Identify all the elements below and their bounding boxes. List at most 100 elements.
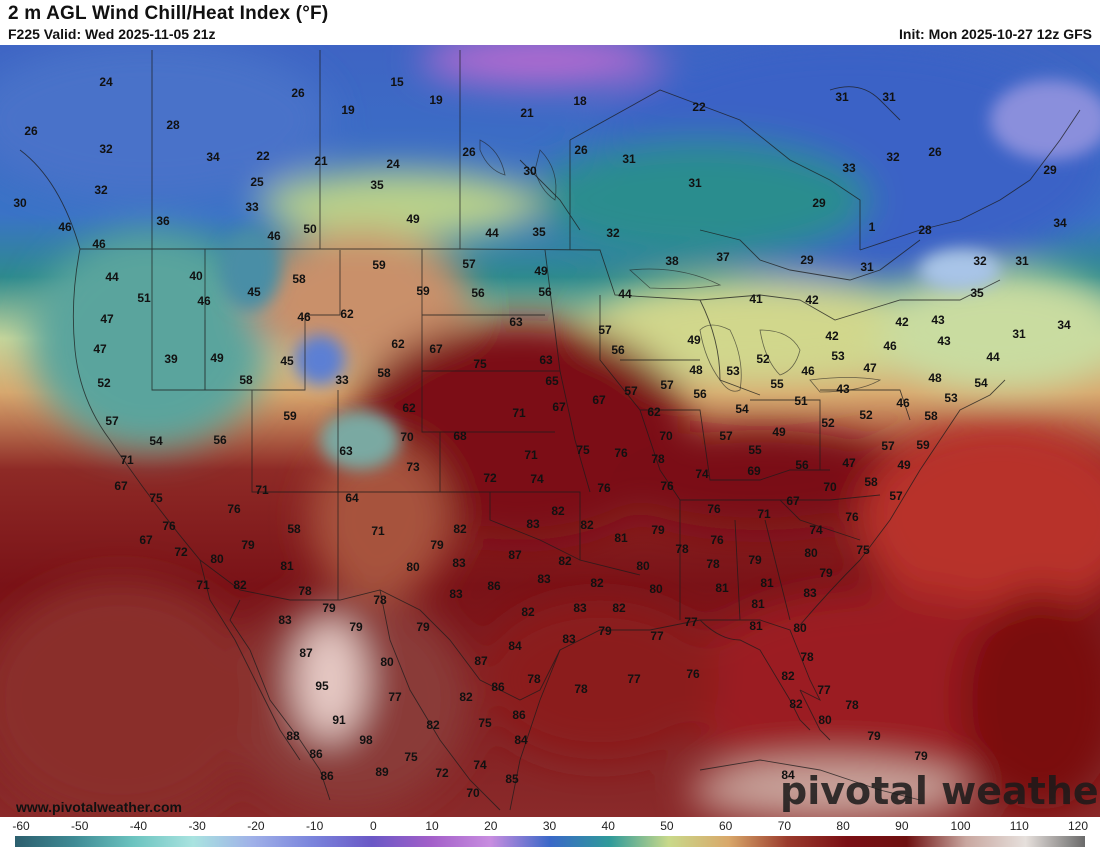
value-label: 77 <box>388 690 402 704</box>
value-label: 74 <box>473 758 487 772</box>
value-label: 82 <box>426 718 440 732</box>
value-label: 37 <box>716 250 730 264</box>
colorbar-tick-label: -40 <box>129 819 148 833</box>
value-label: 31 <box>882 90 896 104</box>
value-label: 33 <box>335 373 349 387</box>
value-label: 56 <box>471 286 485 300</box>
value-label: 35 <box>970 286 984 300</box>
value-label: 32 <box>99 142 113 156</box>
value-label: 59 <box>372 258 386 272</box>
value-label: 18 <box>573 94 587 108</box>
value-label: 57 <box>881 439 895 453</box>
value-label: 49 <box>210 351 224 365</box>
colorbar-tick-label: 100 <box>950 819 971 833</box>
value-label: 72 <box>483 471 497 485</box>
value-label: 35 <box>532 225 546 239</box>
value-label: 76 <box>162 519 176 533</box>
value-label: 53 <box>726 364 740 378</box>
value-label: 26 <box>574 143 588 157</box>
colorbar-tick-label: 120 <box>1067 819 1089 833</box>
value-label: 79 <box>241 538 255 552</box>
value-label: 98 <box>359 733 373 747</box>
value-label: 82 <box>580 518 594 532</box>
value-label: 86 <box>320 769 334 783</box>
value-label: 67 <box>592 393 606 407</box>
value-label: 70 <box>659 429 673 443</box>
value-label: 83 <box>278 613 292 627</box>
forecast-map[interactable]: pivotal weather www.pivotalweather.com 2… <box>0 45 1100 817</box>
value-label: 88 <box>286 729 300 743</box>
site-url[interactable]: www.pivotalweather.com <box>15 799 182 815</box>
value-label: 59 <box>416 284 430 298</box>
value-label: 46 <box>297 310 311 324</box>
value-label: 56 <box>213 433 227 447</box>
value-label: 58 <box>864 475 878 489</box>
value-label: 46 <box>267 229 281 243</box>
value-label: 48 <box>928 371 942 385</box>
header: 2 m AGL Wind Chill/Heat Index (°F) F225 … <box>0 0 1100 45</box>
value-label: 71 <box>371 524 385 538</box>
value-label: 47 <box>863 361 877 375</box>
value-label: 76 <box>845 510 859 524</box>
value-label: 22 <box>256 149 270 163</box>
value-label: 46 <box>92 237 106 251</box>
value-label: 76 <box>660 479 674 493</box>
value-label: 82 <box>612 601 626 615</box>
colorbar-tick-label: 60 <box>718 819 733 833</box>
value-label: 80 <box>793 621 807 635</box>
value-label: 58 <box>924 409 938 423</box>
value-label: 76 <box>686 667 700 681</box>
value-label: 87 <box>299 646 313 660</box>
value-label: 49 <box>534 264 548 278</box>
value-label: 86 <box>309 747 323 761</box>
value-label: 31 <box>835 90 849 104</box>
value-label: 58 <box>287 522 301 536</box>
value-label: 43 <box>931 313 945 327</box>
value-label: 75 <box>576 443 590 457</box>
value-label: 53 <box>831 349 845 363</box>
value-label: 63 <box>539 353 553 367</box>
value-label: 31 <box>860 260 874 274</box>
value-label: 51 <box>794 394 808 408</box>
colorbar-tick-label: 20 <box>484 819 498 833</box>
map-title: 2 m AGL Wind Chill/Heat Index (°F) <box>8 3 329 24</box>
value-label: 80 <box>636 559 650 573</box>
value-label: 42 <box>895 315 909 329</box>
value-label: 29 <box>812 196 826 210</box>
value-label: 54 <box>735 402 749 416</box>
value-label: 54 <box>149 434 163 448</box>
value-label: 33 <box>245 200 259 214</box>
value-label: 21 <box>520 106 534 120</box>
value-label: 78 <box>527 672 541 686</box>
value-label: 67 <box>114 479 128 493</box>
value-label: 48 <box>689 363 703 377</box>
value-label: 32 <box>606 226 620 240</box>
value-label: 46 <box>883 339 897 353</box>
value-label: 44 <box>485 226 499 240</box>
value-label: 87 <box>508 548 522 562</box>
value-label: 49 <box>687 333 701 347</box>
value-label: 81 <box>751 597 765 611</box>
colorbar-tick-label: 50 <box>660 819 674 833</box>
value-label: 57 <box>598 323 612 337</box>
value-label: 75 <box>149 491 163 505</box>
colorbar-tick-label: 10 <box>425 819 439 833</box>
value-label: 76 <box>710 533 724 547</box>
value-label: 57 <box>462 257 476 271</box>
valid-time: F225 Valid: Wed 2025-11-05 21z <box>8 26 216 42</box>
value-label: 45 <box>247 285 261 299</box>
value-label: 56 <box>538 285 552 299</box>
value-label: 54 <box>974 376 988 390</box>
value-label: 41 <box>749 292 763 306</box>
value-label: 75 <box>478 716 492 730</box>
value-label: 52 <box>756 352 770 366</box>
value-label: 30 <box>13 196 27 210</box>
value-label: 87 <box>474 654 488 668</box>
value-label: 76 <box>597 481 611 495</box>
value-label: 65 <box>545 374 559 388</box>
value-label: 43 <box>937 334 951 348</box>
value-label: 79 <box>598 624 612 638</box>
value-label: 81 <box>760 576 774 590</box>
boundaries <box>19 50 1081 811</box>
value-label: 62 <box>391 337 405 351</box>
